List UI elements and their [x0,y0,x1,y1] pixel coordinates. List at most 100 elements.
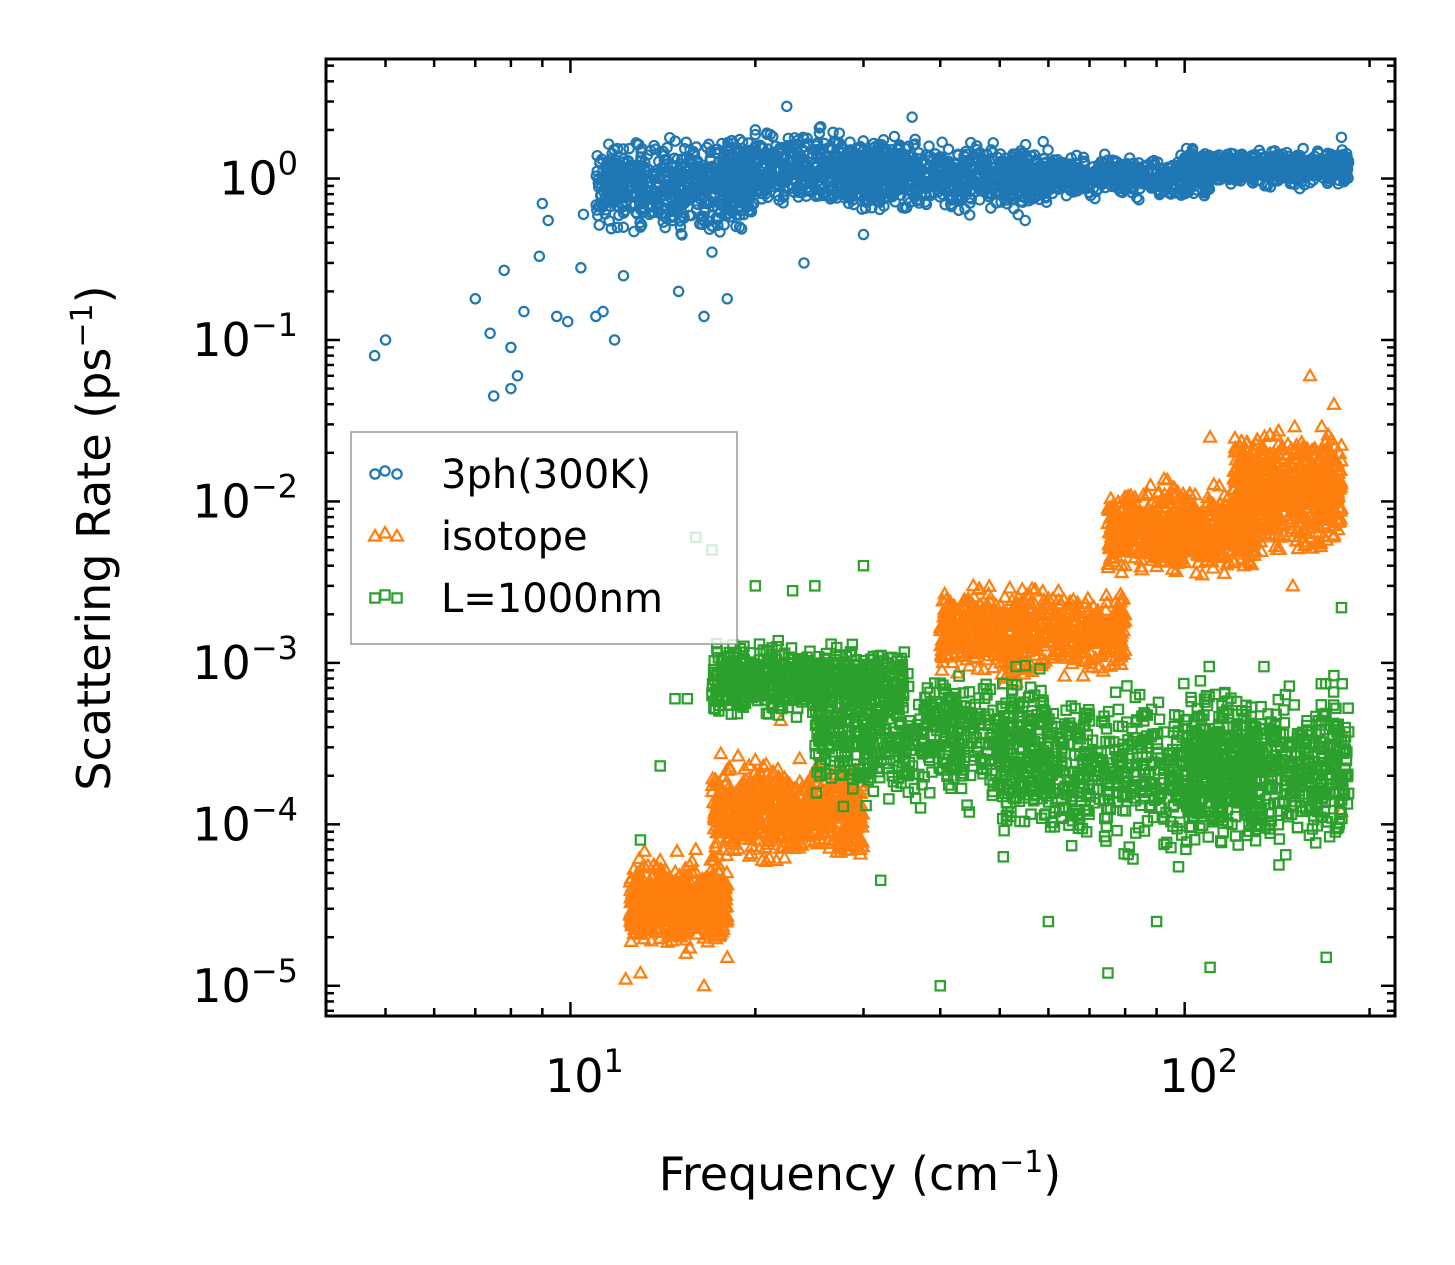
data-point-circle [649,191,662,204]
data-point-circle [610,166,623,178]
data-point-circle [667,190,680,202]
data-point-circle [621,181,634,193]
data-point-circle [804,163,816,175]
data-point-circle [749,128,762,141]
data-point-circle [605,222,618,235]
data-point-circle [601,180,614,193]
data-point-circle [647,170,660,183]
data-point-circle [674,221,687,233]
data-point-circle [742,200,755,212]
data-point-circle [664,131,676,144]
data-point-circle [761,128,773,141]
data-point-circle [631,188,643,201]
data-point-circle [714,226,726,238]
data-point-circle [690,182,702,195]
data-point-circle [676,229,688,241]
data-points [368,100,1355,992]
data-point-circle [648,139,660,152]
data-point-circle [779,162,791,175]
data-point-circle [668,169,680,181]
data-point-circle [811,171,823,184]
data-point-circle [1037,135,1049,148]
data-point-circle [683,209,696,222]
data-point-circle [629,199,641,211]
data-point-circle [764,153,777,165]
data-point-circle [727,156,740,168]
data-point-circle [594,156,606,168]
data-point-circle [631,138,644,151]
data-point-circle [815,153,827,165]
data-point-circle [631,177,643,190]
data-point-circle [724,170,737,182]
data-point-circle [702,215,715,227]
data-point-circle [648,206,660,219]
data-point-circle [813,122,826,134]
data-point-circle [829,165,842,177]
data-point-circle [606,195,618,207]
data-point-circle [772,162,785,174]
data-point-circle [673,215,686,227]
data-point-circle [726,197,738,209]
data-point-circle [747,171,759,184]
data-point-circle [779,150,792,162]
data-point-circle [705,154,717,167]
data-point-circle [778,189,790,201]
data-point-circle [683,152,696,165]
data-point-circle [679,168,691,181]
data-point-circle [603,138,615,150]
data-point-circle [701,141,713,154]
data-point-circle [740,170,753,183]
data-point-circle [818,137,830,150]
data-point-circle [758,179,770,191]
data-point-circle [638,193,651,206]
data-point-circle [781,139,794,152]
data-point-circle [711,196,723,208]
data-point-circle [801,137,813,150]
data-point-circle [667,200,680,213]
data-point-circle [593,219,606,231]
data-point-circle [725,144,737,156]
data-point-circle [726,175,739,187]
data-point-circle [659,221,671,234]
data-point-circle [653,155,665,168]
data-point-circle [820,186,833,199]
data-point-circle [596,153,608,166]
data-point-circle [678,142,691,155]
data-point-circle [754,165,767,177]
data-point-circle [791,154,804,166]
data-point-circle [604,169,616,181]
data-point-circle [826,144,838,156]
data-point-circle [735,223,748,235]
data-point-circle [971,143,983,156]
data-point-circle [704,196,717,209]
data-point-circle [672,201,684,214]
data-point-circle [888,130,901,143]
series-1 [368,100,1355,402]
data-point-circle [712,203,724,215]
data-point-circle [777,197,789,209]
data-point-circle [732,183,745,196]
data-point-circle [673,183,686,195]
data-point-circle [600,204,612,216]
data-point-circle [936,136,948,148]
data-point-circle [694,193,706,205]
data-point-circle [694,167,706,179]
data-point-circle [661,202,673,215]
data-point-circle [788,186,800,198]
data-point-circle [810,143,822,156]
data-point-circle [874,203,886,216]
data-point-circle [813,127,826,140]
data-point-circle [611,221,624,234]
data-point-circle [766,169,779,182]
data-point-circle [680,193,692,205]
data-point-circle [773,147,785,159]
data-point-circle [810,183,822,196]
data-point-circle [600,196,612,208]
data-point-circle [653,178,666,190]
data-point-circle [733,221,746,233]
data-point-circle [628,162,641,175]
data-point-circle [590,170,603,182]
data-point-circle [782,180,794,193]
data-point-circle [852,143,865,156]
